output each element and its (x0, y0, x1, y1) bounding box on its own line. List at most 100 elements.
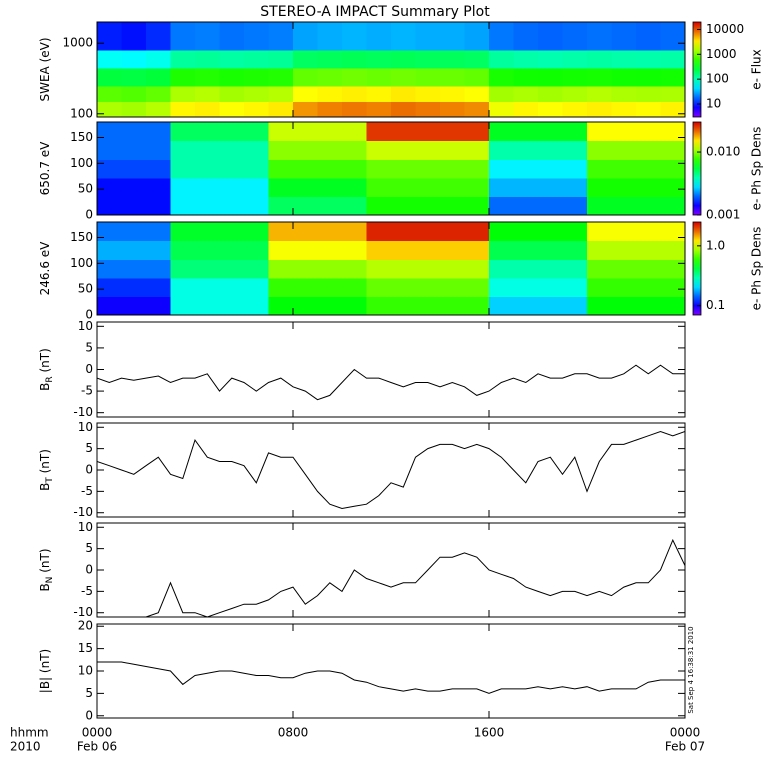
heatmap-cell (97, 159, 123, 179)
data-line (97, 430, 685, 510)
heatmap-cell (415, 85, 441, 102)
heatmap-cell (464, 50, 490, 69)
heatmap-cell (538, 277, 564, 297)
colorbar (692, 221, 702, 316)
heatmap-cell (317, 296, 343, 316)
heatmap-cell (342, 222, 368, 242)
heatmap-cell (293, 177, 319, 197)
heatmap-cell (440, 222, 466, 242)
heatmap-cell (587, 277, 613, 297)
heatmap-cell (219, 240, 245, 260)
heatmap-cell (415, 67, 441, 87)
heatmap-cell (219, 50, 245, 69)
heatmap-cell (195, 101, 221, 118)
heatmap-cell (660, 22, 686, 51)
colorbar-tick-label: 0.010 (706, 145, 740, 159)
heatmap-cell (415, 259, 441, 279)
heatmap-cell (489, 22, 515, 51)
heatmap-cell (317, 222, 343, 242)
heatmap-cell (366, 259, 392, 279)
heatmap-cell (366, 277, 392, 297)
heatmap-cell (97, 296, 123, 316)
heatmap-cell (195, 122, 221, 142)
heatmap-cell (636, 101, 662, 118)
heatmap-cell (97, 122, 123, 142)
heatmap-cell (293, 240, 319, 260)
heatmap-cell (636, 222, 662, 242)
y-axis-label-sub: N (45, 577, 55, 584)
y-tick-label: -10 (73, 405, 93, 419)
plot-frame (96, 522, 686, 618)
heatmap-cell (244, 67, 270, 87)
heatmap-cell (244, 22, 270, 51)
heatmap-cell (513, 196, 539, 216)
plot-frame (96, 321, 686, 418)
heatmap-cell (244, 177, 270, 197)
heatmap-cell (195, 259, 221, 279)
heatmap-cell (538, 259, 564, 279)
heatmap-cell (170, 67, 196, 87)
heatmap-cell (464, 259, 490, 279)
heatmap-cell (244, 159, 270, 179)
heatmap-cell (538, 222, 564, 242)
y-tick-label: 10 (78, 319, 93, 333)
heatmap-cell (391, 240, 417, 260)
heatmap-cell (121, 140, 147, 160)
heatmap-cell (660, 222, 686, 242)
heatmap-cell (513, 122, 539, 142)
data-line (145, 538, 685, 617)
heatmap-cell (219, 122, 245, 142)
heatmap-cell (538, 240, 564, 260)
heatmap-cell (146, 159, 172, 179)
heatmap-cell (268, 85, 294, 102)
heatmap-cell (660, 159, 686, 179)
heatmap-cell (391, 22, 417, 51)
heatmap-cell (391, 259, 417, 279)
heatmap-cell (342, 296, 368, 316)
heatmap-cell (121, 277, 147, 297)
heatmap-cell (660, 296, 686, 316)
heatmap-cell (268, 67, 294, 87)
heatmap-cell (562, 240, 588, 260)
heatmap-cell (538, 85, 564, 102)
data-line (97, 364, 685, 401)
y-axis-label: BR (nT) (38, 348, 55, 391)
heatmap-cell (170, 196, 196, 216)
heatmap-cell (195, 140, 221, 160)
heatmap-cell (611, 159, 637, 179)
heatmap-cell (146, 122, 172, 142)
heatmap-cell (342, 50, 368, 69)
y-tick-label: 0 (85, 308, 93, 322)
heatmap-cell (636, 22, 662, 51)
heatmap-cell (636, 277, 662, 297)
heatmap-cell (293, 277, 319, 297)
heatmap-cell (195, 196, 221, 216)
heatmap-cell (219, 85, 245, 102)
y-axis-label-unit: (nT) (38, 548, 52, 576)
heatmap-cell (562, 177, 588, 197)
heatmap-cell (636, 196, 662, 216)
y-axis-label-main: B (38, 383, 52, 391)
heatmap-cell (587, 259, 613, 279)
heatmap-cell (611, 85, 637, 102)
heatmap-cell (317, 67, 343, 87)
heatmap-cell (660, 50, 686, 69)
y-tick-label: 0 (85, 208, 93, 222)
y-tick-label: -5 (81, 384, 93, 398)
y-tick-label: 10 (78, 664, 93, 678)
heatmap-cell (317, 159, 343, 179)
heatmap-cell (293, 222, 319, 242)
heatmap-cell (440, 277, 466, 297)
x-tick-label: 1600 (474, 726, 505, 740)
heatmap-cell (97, 85, 123, 102)
y-tick-label: 50 (78, 282, 93, 296)
heatmap-cell (587, 122, 613, 142)
heatmap-cell (170, 277, 196, 297)
heatmap-cell (464, 22, 490, 51)
heatmap-cell (464, 222, 490, 242)
heatmap-cell (244, 101, 270, 118)
heatmap-cell (121, 22, 147, 51)
y-tick-label: 150 (70, 130, 93, 144)
heatmap-cell (587, 50, 613, 69)
